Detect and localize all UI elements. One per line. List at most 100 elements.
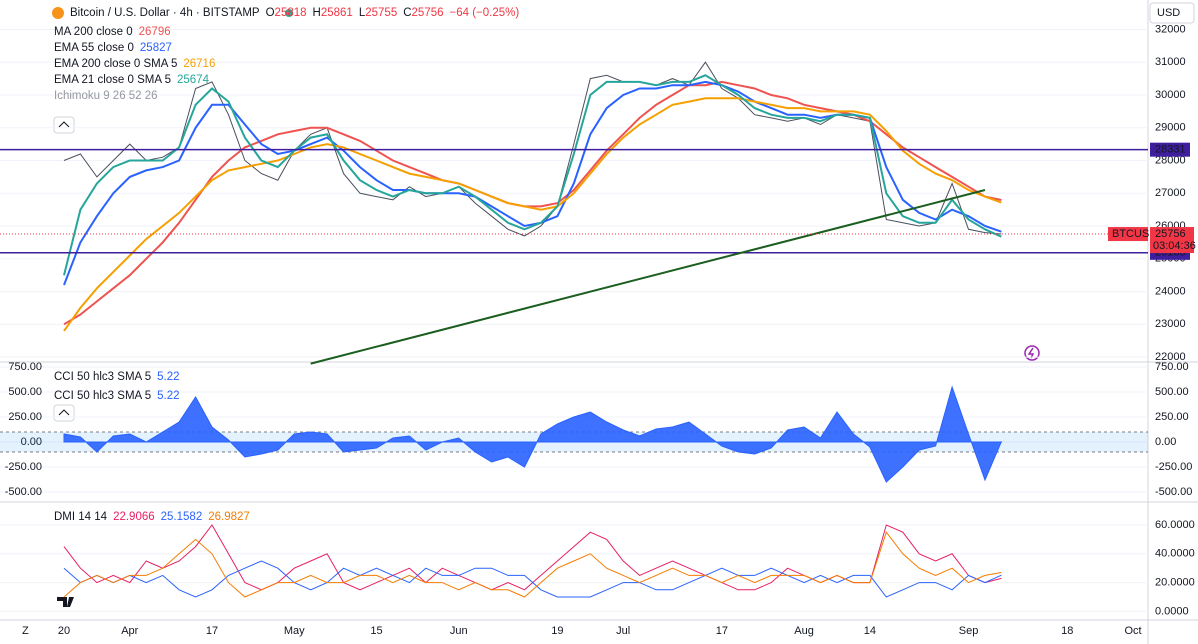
ohlc-value: 25861 <box>320 7 353 19</box>
x-tick-label: 17 <box>716 625 728 637</box>
x-tick-label: 18 <box>1061 625 1073 637</box>
y-tick-label-left: 500.00 <box>8 386 42 398</box>
series-line <box>63 524 1002 591</box>
y-tick-label: 40.0000 <box>1155 548 1195 560</box>
y-tick-label: 28000 <box>1155 154 1186 166</box>
hline-tag <box>1150 142 1190 157</box>
legend-value: 26796 <box>138 26 171 38</box>
alert-bolt <box>1027 347 1035 359</box>
y-tick-label: 24000 <box>1155 285 1186 297</box>
legend-value: 26.9827 <box>208 511 250 523</box>
y-tick-label-left: 750.00 <box>8 361 42 373</box>
cci-area <box>63 385 1002 483</box>
y-tick-label: 0.0000 <box>1155 605 1189 617</box>
y-tick-label: 250.00 <box>1155 411 1189 423</box>
alert-icon[interactable] <box>1024 345 1040 361</box>
currency[interactable]: USD <box>1157 7 1180 19</box>
y-tick-label: 60.0000 <box>1155 519 1195 531</box>
y-tick-label: 23000 <box>1155 318 1186 330</box>
hline-label: 28331 <box>1155 144 1186 156</box>
legend-value: 25827 <box>139 42 172 54</box>
x-tick-label: 20 <box>58 625 70 637</box>
price-tag-label: 25756 <box>1155 228 1186 240</box>
price-legend: MA 200 close 0 26796 EMA 55 close 0 25827 EM… <box>54 24 221 104</box>
series-line <box>63 97 1002 332</box>
legend-value: 22.9066 <box>113 511 155 523</box>
y-tick-label-left: 250.00 <box>8 411 42 423</box>
x-tick-label: Jul <box>616 625 630 637</box>
legend-value: 25.1582 <box>160 511 203 523</box>
y-tick-label: 22000 <box>1155 351 1186 363</box>
hidden-indicator: Ichimoku 9 26 52 26 <box>54 90 158 102</box>
zoom-button[interactable]: Z <box>22 625 29 637</box>
legend-name: CCI 50 hlc3 SMA 5 <box>54 371 152 383</box>
collapse-button[interactable] <box>53 116 75 134</box>
legend-name: EMA 200 close 0 SMA 5 <box>54 58 178 70</box>
y-tick-label: 750.00 <box>1155 361 1189 373</box>
ohlc-label: O <box>265 7 275 19</box>
y-tick-label-left: 0.00 <box>21 436 42 448</box>
y-tick-label: 29000 <box>1155 122 1186 134</box>
legend-value: 5.22 <box>157 371 180 383</box>
ohlc-label: C <box>403 7 412 19</box>
series-line <box>63 74 1002 276</box>
trend-line <box>310 189 986 365</box>
x-tick-label: May <box>284 625 305 637</box>
legend-entry: CCI 50 hlc3 SMA 5 5.22 <box>54 388 186 404</box>
y-tick-label-left: -500.00 <box>5 486 42 498</box>
x-tick-label: Apr <box>121 625 138 637</box>
ohlc-value: 25755 <box>365 7 398 19</box>
ohlc-label: H <box>312 7 321 19</box>
currency-button[interactable] <box>1149 2 1195 24</box>
series-line <box>63 61 1002 237</box>
legend-value: 25674 <box>176 74 209 86</box>
legend-name: CCI 50 hlc3 SMA 5 <box>54 390 152 402</box>
series-line <box>63 531 1002 598</box>
x-tick-label: 17 <box>206 625 218 637</box>
legend-entry: EMA 200 close 0 SMA 5 26716 <box>54 56 221 72</box>
y-tick-label: 32000 <box>1155 23 1186 35</box>
y-tick-label: 30000 <box>1155 89 1186 101</box>
y-tick-label: 20.0000 <box>1155 576 1195 588</box>
legend-entry: MA 200 close 0 26796 <box>54 24 221 40</box>
symbol-tag <box>1108 227 1148 242</box>
y-tick-label: -500.00 <box>1155 486 1192 498</box>
legend-name: DMI 14 14 <box>54 511 108 523</box>
x-tick-label: 19 <box>551 625 563 637</box>
ohlc-label: L <box>358 7 366 19</box>
x-tick-label: Jun <box>450 625 468 637</box>
legend-value: 5.22 <box>157 390 180 402</box>
y-tick-label: 500.00 <box>1155 386 1189 398</box>
collapse-icon <box>58 409 70 416</box>
y-tick-label: 27000 <box>1155 187 1186 199</box>
series-line <box>63 560 1002 598</box>
dmi-legend: DMI 14 14 22.9066 25.1582 26.9827 <box>54 509 256 525</box>
symbol-tag-label: BTCUSD <box>1112 228 1157 240</box>
collapse-icon <box>58 121 70 128</box>
x-tick-label: Oct <box>1124 625 1141 637</box>
legend-value: 26716 <box>183 58 216 70</box>
legend-entry: EMA 55 close 0 25827 <box>54 40 221 56</box>
y-tick-label: 0.00 <box>1155 436 1176 448</box>
legend-entry: Ichimoku 9 26 52 26 <box>54 88 221 104</box>
collapse-button[interactable] <box>53 404 75 422</box>
x-tick-label: 14 <box>864 625 876 637</box>
countdown: 03:04:36 <box>1153 240 1196 252</box>
y-tick-label-left: -250.00 <box>5 461 42 473</box>
price-change: −64 (−0.25%) <box>449 7 520 19</box>
x-tick-label: Aug <box>794 625 814 637</box>
symbol-title: Bitcoin / U.S. Dollar · 4h · BITSTAMP <box>70 7 260 19</box>
price-tag <box>1150 227 1194 254</box>
symbol-icon <box>52 7 64 19</box>
ohlc-value: 25818 <box>274 7 307 19</box>
legend-name: EMA 55 close 0 <box>54 42 134 54</box>
y-tick-label: 31000 <box>1155 56 1186 68</box>
cci-legend: CCI 50 hlc3 SMA 5 5.22 CCI 50 hlc3 SMA 5 5.… <box>54 369 186 407</box>
legend-entry: CCI 50 hlc3 SMA 5 5.22 <box>54 369 186 385</box>
series-line <box>63 80 1002 326</box>
ohlc-value: 25756 <box>411 7 444 19</box>
legend-name: MA 200 close 0 <box>54 26 133 38</box>
x-tick-label: Sep <box>959 625 979 637</box>
